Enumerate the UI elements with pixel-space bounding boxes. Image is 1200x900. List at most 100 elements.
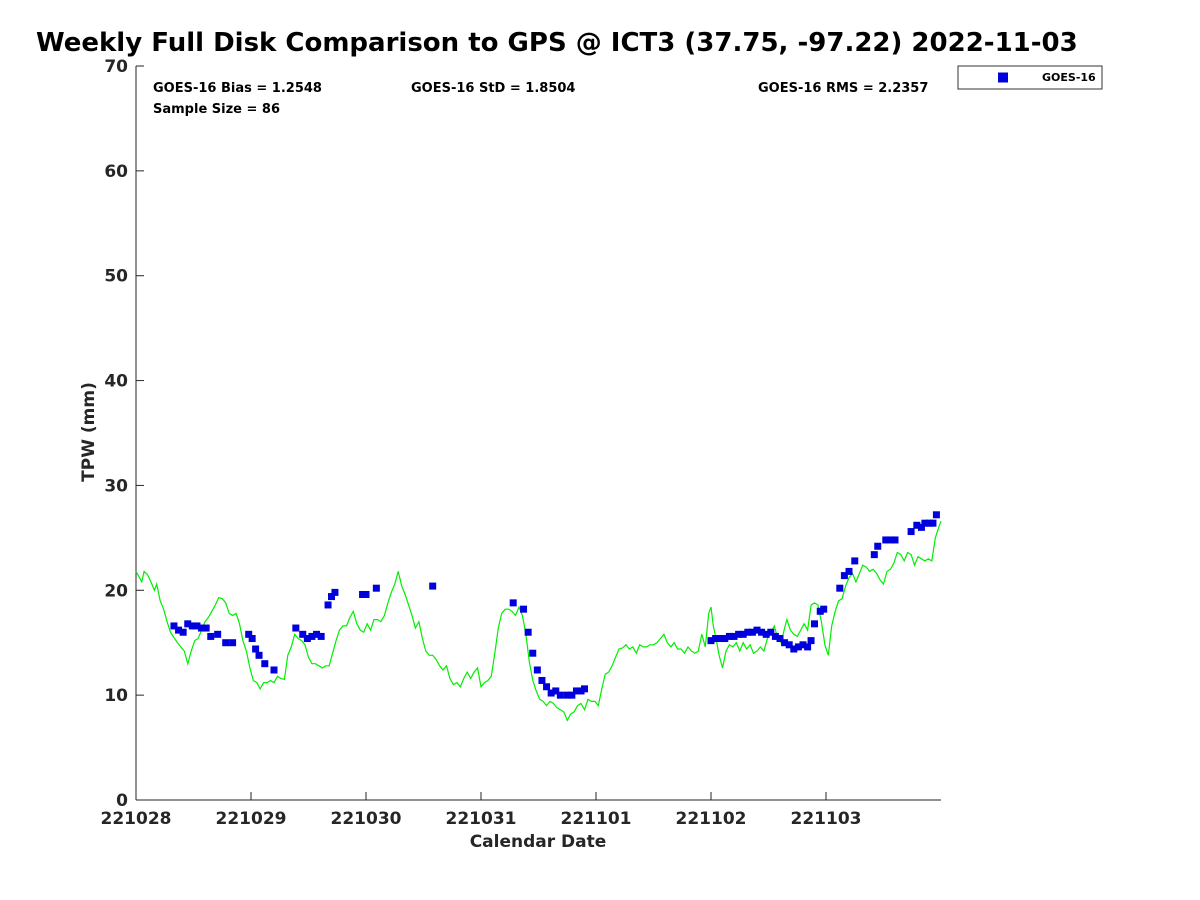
goes16-point [807, 637, 815, 645]
goes16-marker-layer [170, 511, 940, 699]
goes16-point [762, 630, 770, 638]
goes16-point [712, 635, 720, 643]
goes16-point [707, 637, 715, 645]
goes16-point [509, 599, 517, 607]
x-axis-label: Calendar Date [470, 832, 607, 852]
goes16-point [543, 683, 551, 691]
chart-title: Weekly Full Disk Comparison to GPS @ ICT… [36, 28, 1078, 58]
goes16-point [820, 605, 828, 613]
goes16-point [229, 639, 237, 647]
axes-layer: 0 10 20 30 40 50 60 70 221028 221029 221030 221031 2… [101, 57, 941, 829]
y-tick-label: 60 [104, 162, 128, 182]
goes16-point [292, 624, 300, 632]
x-tick-label: 221029 [216, 809, 287, 829]
goes16-point [581, 685, 588, 693]
goes16-point [524, 628, 532, 636]
goes16-point [324, 601, 332, 609]
goes16-point [547, 689, 555, 697]
goes16-point [845, 567, 853, 575]
statistics-annotations: GOES-16 Bias = 1.2548 GOES-16 StD = 1.85… [153, 81, 928, 117]
rms-stat: GOES-16 RMS = 2.2357 [758, 81, 928, 96]
axis-labels-layer: Calendar Date TPW (mm) [79, 382, 606, 852]
y-axis-label: TPW (mm) [79, 382, 99, 482]
goes16-point [372, 584, 380, 592]
goes16-point [299, 630, 307, 638]
y-tick-label: 70 [104, 57, 128, 77]
y-tick-label: 50 [104, 267, 128, 287]
goes16-point [735, 630, 743, 638]
goes16-point [252, 645, 260, 653]
goes16-point [556, 691, 564, 699]
y-tick-label: 40 [104, 372, 128, 392]
goes16-point [804, 643, 812, 651]
bias-stat: GOES-16 Bias = 1.2548 [153, 81, 322, 96]
goes16-point [739, 630, 747, 638]
goes16-point [331, 588, 339, 596]
goes16-point [882, 536, 890, 544]
x-tick-label: 221103 [791, 809, 862, 829]
goes16-point [744, 628, 752, 636]
x-tick-label: 221031 [446, 809, 517, 829]
goes16-point [214, 630, 222, 638]
legend-box [957, 65, 1103, 90]
goes16-point [886, 536, 894, 544]
goes16-point [572, 687, 580, 695]
goes16-point [748, 628, 756, 636]
goes16-point [198, 624, 206, 632]
y-tick-label: 20 [104, 581, 128, 601]
goes16-point [776, 635, 784, 643]
goes16-point [771, 632, 779, 640]
goes16-point [836, 584, 844, 592]
goes16-point [874, 542, 882, 550]
goes16-point [308, 632, 316, 640]
goes16-point [913, 521, 921, 529]
goes16-point [917, 523, 925, 531]
goes16-point [248, 635, 256, 643]
goes16-point [929, 519, 937, 527]
goes16-point [785, 641, 793, 649]
goes16-point [245, 630, 253, 638]
goes16-point [907, 528, 915, 536]
legend-label-goes16: GOES-16 [1042, 71, 1096, 84]
goes16-point [932, 511, 940, 519]
goes16-point [175, 626, 183, 634]
goes16-point [840, 572, 848, 580]
goes16-point [270, 666, 278, 674]
goes16-point [533, 666, 541, 674]
goes16-point [303, 635, 311, 643]
goes16-point [170, 622, 178, 630]
goes16-point [202, 624, 210, 632]
goes16-point [179, 628, 187, 636]
goes16-point [429, 582, 437, 590]
y-tick-label: 30 [104, 476, 128, 496]
x-tick-label: 221030 [331, 809, 402, 829]
goes16-point [568, 691, 576, 699]
goes16-point [730, 632, 738, 640]
goes16-point [753, 626, 761, 634]
sample-size-stat: Sample Size = 86 [153, 102, 280, 117]
legend-marker-goes16 [998, 72, 1008, 83]
goes16-point [811, 620, 818, 628]
goes16-point [851, 557, 859, 565]
goes16-point [716, 635, 724, 643]
goes16-point [767, 628, 775, 636]
x-tick-label: 221102 [676, 809, 747, 829]
goes16-point [222, 639, 230, 647]
goes16-point [188, 622, 196, 630]
goes16-point [758, 628, 766, 636]
goes16-point [255, 651, 263, 659]
goes16-point [313, 630, 321, 638]
goes16-point [362, 590, 370, 598]
goes16-point [207, 632, 215, 640]
gps-line-layer [135, 520, 942, 722]
goes16-point [891, 536, 899, 544]
legend: GOES-16 [957, 65, 1103, 90]
gps-series-line [135, 520, 942, 722]
x-tick-label: 221101 [561, 809, 632, 829]
goes16-point [317, 632, 325, 640]
goes16-point [794, 643, 802, 651]
goes16-point [563, 691, 571, 699]
y-tick-label: 10 [104, 686, 128, 706]
goes16-point [721, 635, 729, 643]
